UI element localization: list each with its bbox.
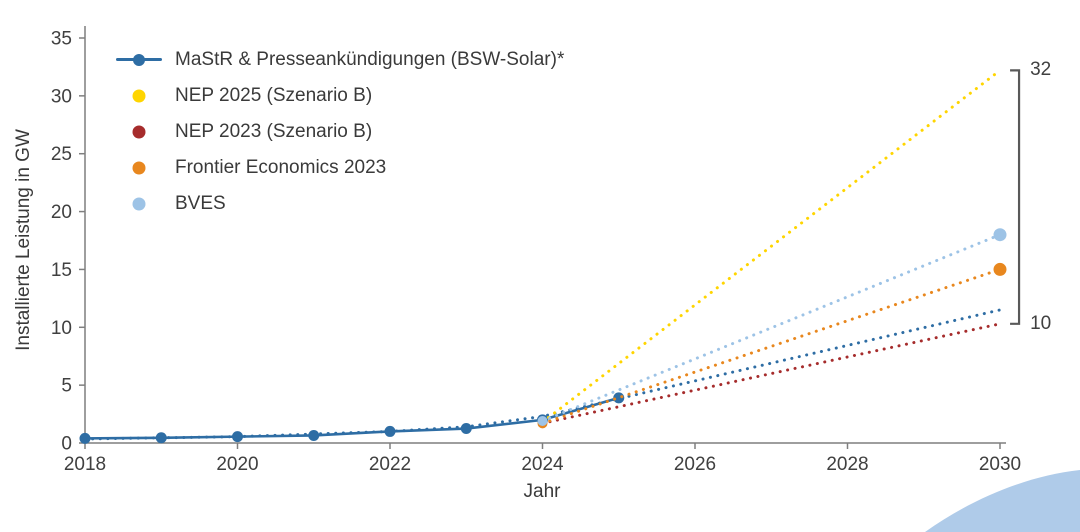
- y-tick-label: 25: [51, 144, 72, 165]
- bracket-top-label: 32: [1030, 59, 1052, 81]
- data-point: [308, 429, 320, 441]
- y-tick-label: 20: [51, 202, 72, 223]
- y-axis-label: Installierte Leistung in GW: [13, 129, 34, 351]
- data-point: [613, 392, 625, 404]
- series-line: [541, 68, 1002, 424]
- x-tick-label: 2030: [979, 454, 1021, 475]
- legend-line-marker: [116, 53, 162, 67]
- legend-item: NEP 2023 (Szenario B): [116, 116, 564, 147]
- x-tick-label: 2024: [521, 454, 564, 475]
- legend-dot-marker: [116, 89, 162, 103]
- x-tick-label: 2020: [216, 454, 258, 475]
- legend-dot-marker: [116, 197, 162, 211]
- data-point: [993, 262, 1007, 276]
- legend-label: MaStR & Presseankündigungen (BSW-Solar)*: [175, 48, 565, 70]
- x-tick-label: 2022: [369, 454, 411, 475]
- legend-item: Frontier Economics 2023: [116, 152, 564, 183]
- data-point: [537, 416, 548, 427]
- bracket-bottom-label: 10: [1030, 312, 1052, 334]
- y-tick-label: 30: [51, 86, 72, 107]
- y-tick-label: 10: [51, 318, 72, 339]
- range-bracket: [1010, 69, 1021, 325]
- series-line: [541, 322, 1002, 425]
- series-line: [541, 267, 1002, 425]
- x-tick-label: 2028: [826, 454, 868, 475]
- data-point: [460, 423, 472, 435]
- y-tick-label: 35: [51, 29, 72, 50]
- legend-label: NEP 2025 (Szenario B): [175, 84, 373, 106]
- legend-label: NEP 2023 (Szenario B): [175, 120, 373, 142]
- decorative-corner-shape: [925, 470, 1080, 532]
- series-line: [83, 308, 1002, 441]
- legend: MaStR & Presseankündigungen (BSW-Solar)*…: [116, 44, 564, 219]
- legend-dot-marker: [116, 161, 162, 175]
- legend-dot-marker: [116, 125, 162, 139]
- y-tick-label: 15: [51, 260, 72, 281]
- series-line: [541, 233, 1002, 423]
- data-point: [993, 228, 1007, 242]
- legend-label: Frontier Economics 2023: [175, 156, 387, 178]
- legend-item: BVES: [116, 188, 564, 219]
- x-tick-label: 2026: [674, 454, 716, 475]
- legend-item: MaStR & Presseankündigungen (BSW-Solar)*: [116, 44, 564, 75]
- legend-item: NEP 2025 (Szenario B): [116, 80, 564, 111]
- x-tick-label: 2018: [64, 454, 106, 475]
- y-tick-label: 0: [61, 434, 72, 455]
- legend-label: BVES: [175, 192, 226, 214]
- x-axis-label: Jahr: [523, 481, 561, 502]
- y-tick-label: 5: [61, 376, 72, 397]
